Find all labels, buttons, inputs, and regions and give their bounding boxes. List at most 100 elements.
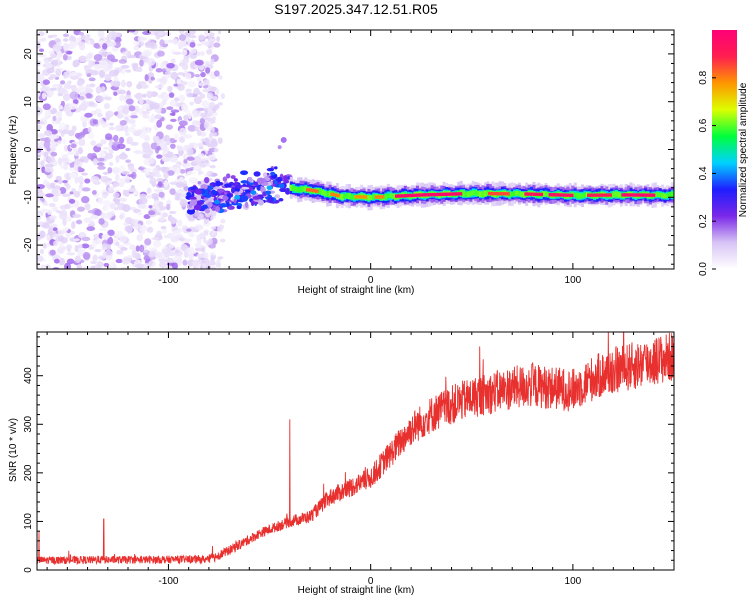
spectrogram-noise-cell (168, 210, 177, 215)
spectrogram-noise-cell (108, 41, 117, 47)
spectrogram-noise-cell (130, 141, 139, 146)
spectrogram-noise-cell (139, 83, 149, 89)
spectrogram-noise-cell (161, 146, 170, 152)
spectrogram-noise-cell (179, 127, 187, 136)
spectrogram-noise-cell (94, 209, 102, 217)
spectrogram-noise-cell (81, 236, 91, 242)
spectrogram-tone-cell (464, 191, 468, 197)
spectrogram-noise-cell (135, 245, 140, 252)
spectrogram-peak-cell (560, 193, 565, 197)
spectrogram-noise-cell (196, 129, 202, 136)
spectrogram-noise-cell (146, 90, 153, 99)
spectrogram-tone-cell (656, 191, 660, 198)
spectrogram-noise-cell (196, 43, 202, 47)
spectrogram-noise-cell (128, 164, 135, 171)
spectrogram-onset-cell (283, 175, 288, 182)
spectrogram-noise-cell (63, 33, 69, 38)
spectrogram-noise-cell (97, 30, 105, 38)
spectrogram-noise-cell (102, 194, 108, 199)
spectrogram-onset-cell (205, 193, 212, 198)
spectrogram-noise-cell (154, 136, 160, 141)
spectrogram-noise-cell (166, 203, 171, 211)
spectrogram-onset-peak (213, 199, 220, 205)
spectrogram-y-tick-label: -20 (23, 237, 34, 252)
spectrogram-noise-cell (159, 261, 167, 268)
spectrogram-noise-cell (209, 32, 215, 37)
spectrogram-noise-cell (54, 38, 62, 43)
spectrogram-peak-cell (401, 194, 405, 198)
spectrogram-noise-cell (169, 137, 175, 143)
spectrogram-tone-cell (386, 193, 390, 199)
spectrogram-noise-cell (204, 108, 208, 115)
spectrogram-tone-cell (573, 192, 577, 198)
spectrogram-noise-cell (44, 163, 54, 169)
spectrogram-peak-cell (487, 191, 492, 196)
spectrogram-noise-cell (143, 249, 149, 253)
spectrogram-noise-cell (37, 160, 41, 168)
spectrogram-noise-cell (154, 212, 161, 216)
spectrogram-onset-cell (240, 180, 249, 184)
spectrogram-noise-cell (46, 123, 54, 132)
spectrogram-noise-cell (54, 179, 60, 183)
spectrogram-noise-cell (61, 129, 71, 135)
spectrogram-noise-cell (120, 79, 126, 88)
spectrogram-noise-cell (199, 232, 205, 240)
spectrogram-y-tick-label: -10 (23, 190, 34, 205)
spectrogram-noise-cell (90, 260, 97, 265)
spectrogram-noise-cell (133, 94, 142, 98)
spectrogram-noise-cell (178, 34, 187, 42)
spectrogram-noise-cell (165, 141, 171, 146)
spectrogram-noise-cell (103, 262, 110, 268)
spectrogram-noise-cell (154, 31, 159, 36)
spectrogram-noise-cell (158, 191, 165, 198)
spectrogram-noise-cell (66, 252, 76, 256)
spectrogram-noise-cell (69, 172, 77, 179)
spectrogram-noise-cell (201, 247, 206, 253)
spectrogram-noise-cell (205, 67, 211, 74)
spectrogram-noise-cell (91, 239, 98, 248)
spectrogram-noise-cell (73, 158, 81, 166)
spectrogram-noise-cell (189, 246, 195, 254)
spectrogram-noise-cell (78, 31, 85, 36)
spectrogram-noise-cell (190, 48, 197, 54)
spectrogram-noise-cell (69, 191, 74, 195)
spectrogram-peak-cell (557, 193, 562, 197)
spectrogram-peak-cell (458, 192, 463, 196)
spectrogram-noise-cell (144, 194, 153, 199)
spectrogram-peak-cell (593, 193, 597, 197)
spectrogram-tone-cell (619, 193, 623, 198)
spectrogram-tone-cell (369, 195, 373, 200)
spectrogram-noise-cell (63, 144, 69, 152)
snr-frame (36, 331, 675, 571)
spectrogram-tone-cell (544, 191, 548, 197)
spectrogram-noise-cell (164, 74, 172, 78)
spectrogram-noise-cell (63, 163, 69, 171)
spectrogram-noise-cell (57, 157, 62, 166)
spectrogram-noise-cell (38, 31, 45, 37)
spectrogram-noise-cell (120, 64, 130, 69)
spectrogram-noise-cell (133, 105, 140, 113)
spectrogram-tone-cell (292, 185, 296, 192)
spectrogram-noise-cell (142, 114, 150, 119)
spectrogram-noise-cell (193, 155, 202, 164)
spectrogram-peak-cell (494, 192, 498, 196)
spectrogram-noise-cell (50, 59, 59, 66)
spectrogram-noise-cell (56, 210, 61, 214)
spectrogram-noise-cell (92, 119, 99, 125)
spectrogram-noise-cell (199, 117, 206, 125)
spectrogram-tone-cell (665, 193, 669, 199)
spectrogram-noise-cell (205, 218, 210, 223)
spectrogram-noise-cell (43, 202, 49, 207)
spectrogram-noise-cell (183, 159, 188, 164)
spectrogram-noise-cell (62, 38, 69, 42)
spectrogram-noise-cell (116, 249, 124, 255)
spectrogram-noise-cell (115, 173, 120, 182)
spectrogram-noise-cell (89, 214, 99, 220)
spectrogram-noise-cell (138, 55, 147, 60)
spectrogram-noise-cell (166, 265, 173, 269)
spectrogram-noise-cell (125, 98, 134, 105)
spectrogram-onset-cell (189, 199, 198, 206)
spectrogram-peak-cell (422, 193, 426, 197)
spectrogram-noise-cell (193, 91, 203, 95)
spectrogram-noise-cell (203, 236, 207, 244)
